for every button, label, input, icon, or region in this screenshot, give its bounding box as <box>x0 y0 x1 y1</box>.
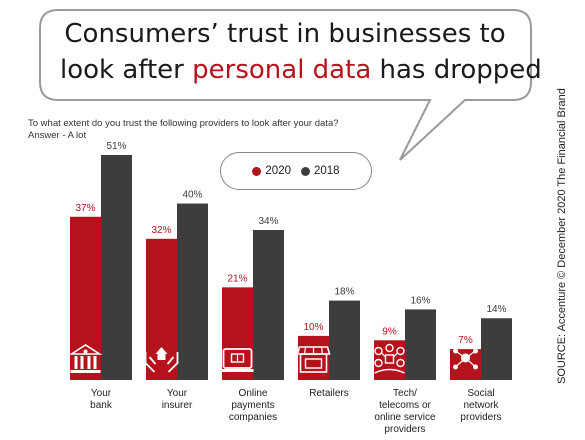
headline-line-2: look after personal data has dropped <box>60 55 542 85</box>
insurer-icon <box>144 347 179 373</box>
headline-accent: personal data <box>192 55 372 85</box>
category-label-line: Social <box>467 388 494 399</box>
category-label-line: network <box>463 400 499 411</box>
category-label-4: Tech/telecoms or online service providers <box>374 388 436 435</box>
headline-line-2-suffix: has dropped <box>371 55 542 85</box>
bank-icon <box>68 344 103 373</box>
value-label-2018-0: 51% <box>106 141 126 152</box>
bar-2020-2 <box>222 287 253 380</box>
bar-2018-1 <box>177 203 208 380</box>
category-label-line: providers <box>460 412 501 423</box>
headline-line-2-prefix: look after <box>60 55 193 85</box>
headline-line-1: Consumers’ trust in businesses to <box>64 19 506 49</box>
category-label-line: companies <box>229 412 277 423</box>
category-label-line: telecoms or <box>379 400 431 411</box>
bar-2020-0 <box>70 216 101 380</box>
bar-2020-3 <box>298 335 329 380</box>
category-label-2: Online payments companies <box>229 388 277 423</box>
value-label-2018-5: 14% <box>486 304 506 315</box>
value-label-2020-5: 7% <box>458 335 473 346</box>
legend-item-2020: 2020 <box>252 165 291 177</box>
bar-2018-5 <box>481 318 512 380</box>
value-label-2018-2: 34% <box>258 216 278 227</box>
network-icon <box>374 343 405 374</box>
source-credit: SOURCE: Accenture © December 2020 The Fi… <box>556 88 568 384</box>
retail-store-icon <box>296 346 331 373</box>
bar-2018-4 <box>405 309 436 380</box>
chart-legend: 2020 2018 <box>220 152 372 190</box>
category-label-3: Retailers <box>309 388 348 399</box>
category-label-line: bank <box>90 400 113 411</box>
legend-swatch-2020 <box>252 166 262 176</box>
value-label-2020-3: 10% <box>303 322 323 333</box>
category-label-line: Your <box>167 388 188 399</box>
legend-item-2018: 2018 <box>301 165 340 177</box>
category-label-line: payments <box>231 400 274 411</box>
bar-2018-0 <box>101 155 132 380</box>
value-label-2020-1: 32% <box>151 225 171 236</box>
value-label-2018-1: 40% <box>182 190 202 201</box>
value-label-2018-3: 18% <box>334 287 354 298</box>
category-label-line: Retailers <box>309 388 348 399</box>
value-label-2020-4: 9% <box>382 326 397 337</box>
category-label-0: Your bank <box>90 388 113 411</box>
category-label-line: online service <box>374 412 436 423</box>
category-label-line: Your <box>91 388 112 399</box>
online-payment-icon <box>221 348 254 372</box>
value-label-2018-4: 16% <box>410 295 430 306</box>
value-label-2020-0: 37% <box>75 203 95 214</box>
category-label-line: Tech/ <box>393 388 417 399</box>
survey-question: To what extent do you trust the followin… <box>28 118 339 141</box>
legend-label-2018: 2018 <box>314 165 340 177</box>
category-label-5: Social network providers <box>460 388 501 423</box>
legend-label-2020: 2020 <box>265 165 291 177</box>
category-label-line: insurer <box>162 400 193 411</box>
category-label-line: Online <box>239 388 268 399</box>
category-label-1: Your insurer <box>162 388 193 411</box>
legend-swatch-2018 <box>301 166 310 176</box>
bar-2018-2 <box>253 230 284 380</box>
social-network-icon <box>453 348 478 370</box>
category-label-line: providers <box>384 424 425 435</box>
value-label-2020-2: 21% <box>227 273 247 284</box>
bar-2018-3 <box>329 300 360 380</box>
